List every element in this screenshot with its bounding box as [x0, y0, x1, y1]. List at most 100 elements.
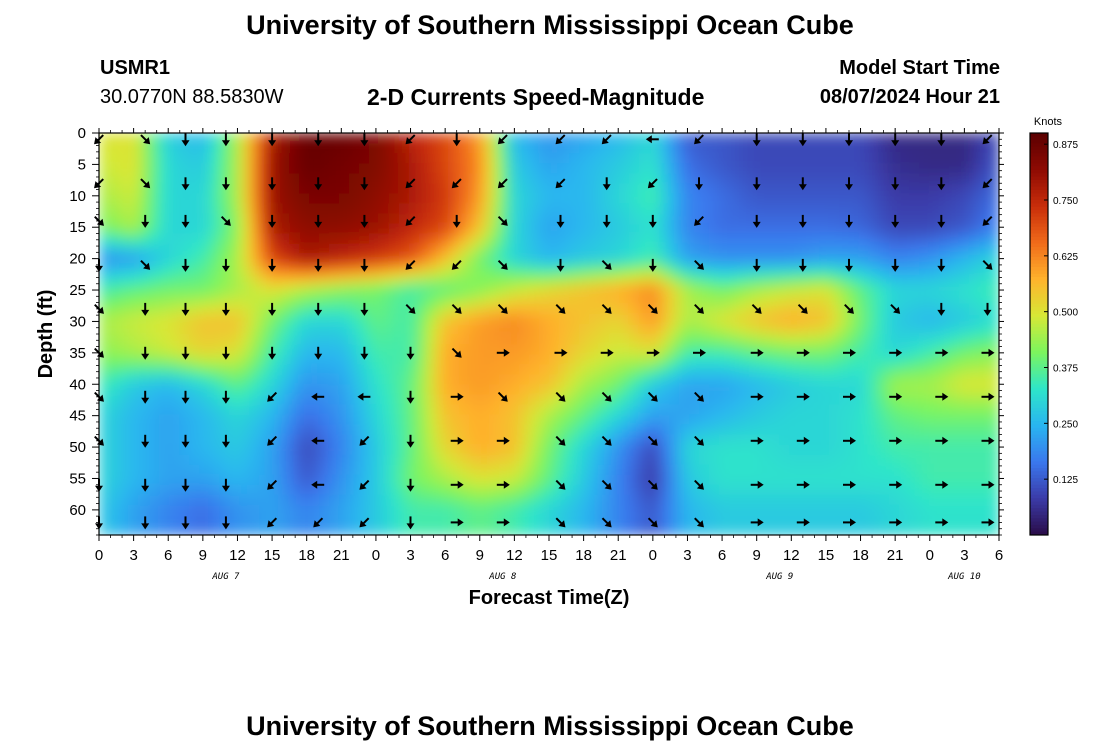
- heatmap-cell: [479, 364, 490, 375]
- heatmap-cell: [369, 334, 380, 345]
- heatmap-cell: [739, 464, 750, 476]
- heatmap-cell: [349, 203, 360, 214]
- heatmap-cell: [699, 283, 710, 295]
- heatmap-cell: [669, 454, 680, 466]
- heatmap-cell: [869, 334, 880, 345]
- heatmap-cell: [199, 193, 210, 204]
- heatmap-cell: [959, 253, 970, 265]
- colorbar-label: 0.875: [1053, 140, 1078, 151]
- heatmap-cell: [229, 484, 240, 496]
- heatmap-cell: [689, 243, 700, 255]
- heatmap-cell: [609, 354, 620, 365]
- heatmap-cell: [339, 313, 350, 325]
- current-arrow: [796, 518, 810, 527]
- heatmap-cell: [669, 334, 680, 345]
- heatmap-cell: [529, 494, 540, 506]
- heatmap-cell: [269, 474, 280, 486]
- heatmap-cell: [449, 213, 460, 225]
- heatmap-cell: [579, 313, 590, 325]
- heatmap-cell: [669, 374, 680, 385]
- heatmap-cell: [859, 484, 870, 496]
- heatmap-cell: [929, 504, 940, 516]
- heatmap-cell: [169, 474, 180, 486]
- heatmap-cell: [629, 484, 640, 496]
- heatmap-cell: [749, 213, 760, 225]
- heatmap-cell: [839, 173, 850, 184]
- current-arrow: [694, 134, 704, 145]
- heatmap-cell: [719, 524, 730, 535]
- heatmap-cell: [619, 273, 630, 285]
- heatmap-cell: [329, 223, 340, 235]
- heatmap-cell: [429, 494, 440, 506]
- heatmap-cell: [699, 223, 710, 235]
- heatmap-cell: [659, 464, 670, 476]
- current-arrow: [798, 133, 807, 147]
- heatmap-cell: [99, 414, 110, 426]
- heatmap-cell: [979, 344, 990, 355]
- x-tick-label: 18: [298, 547, 315, 564]
- current-arrow: [141, 478, 150, 492]
- heatmap-cell: [359, 163, 370, 174]
- heatmap-cell: [709, 253, 720, 265]
- heatmap-cell: [109, 424, 120, 436]
- heatmap-cell: [329, 133, 340, 144]
- heatmap-cell: [939, 504, 950, 516]
- heatmap-cell: [599, 404, 610, 415]
- heatmap-cell: [839, 163, 850, 174]
- heatmap-cell: [369, 183, 380, 194]
- heatmap-cell: [279, 394, 290, 405]
- heatmap-cell: [309, 283, 320, 295]
- heatmap-cell: [849, 484, 860, 496]
- heatmap-cell: [839, 504, 850, 516]
- heatmap-cell: [459, 173, 470, 184]
- current-arrow: [314, 133, 323, 147]
- heatmap-cell: [939, 303, 950, 315]
- heatmap-cell: [319, 394, 330, 405]
- heatmap-cell: [739, 434, 750, 446]
- heatmap-cell: [989, 223, 999, 235]
- heatmap-cell: [339, 414, 350, 426]
- heatmap-cell: [199, 344, 210, 355]
- colorbar-segment: [1030, 223, 1048, 228]
- current-arrow: [497, 134, 508, 145]
- heatmap-cell: [599, 494, 610, 506]
- heatmap-cell: [139, 313, 150, 325]
- heatmap-cell: [619, 153, 630, 164]
- heatmap-cell: [579, 133, 590, 144]
- heatmap-cell: [509, 414, 520, 426]
- heatmap-cell: [419, 283, 430, 295]
- heatmap-cell: [749, 364, 760, 375]
- heatmap-cell: [759, 153, 770, 164]
- heatmap-cell: [989, 494, 999, 506]
- heatmap-cell: [749, 344, 760, 355]
- heatmap-cell: [669, 323, 680, 335]
- colorbar-segment: [1030, 357, 1048, 362]
- heatmap-cell: [169, 444, 180, 456]
- heatmap-cell: [299, 514, 310, 526]
- heatmap-cell: [909, 263, 920, 275]
- heatmap-cell: [719, 494, 730, 506]
- heatmap-cell: [639, 424, 650, 436]
- colorbar-segment: [1030, 504, 1048, 509]
- heatmap-cell: [789, 163, 800, 174]
- heatmap-cell: [259, 524, 270, 535]
- heatmap-cell: [299, 394, 310, 405]
- heatmap-cell: [219, 444, 230, 456]
- heatmap-cell: [759, 223, 770, 235]
- heatmap-cell: [129, 504, 140, 516]
- current-arrow: [141, 516, 150, 530]
- heatmap-cell: [519, 484, 530, 496]
- heatmap-cell: [779, 213, 790, 225]
- heatmap-cell: [979, 293, 990, 305]
- heatmap-cell: [769, 253, 780, 265]
- heatmap-cell: [879, 394, 890, 405]
- heatmap-cell: [879, 464, 890, 476]
- heatmap-cell: [989, 233, 999, 245]
- heatmap-cell: [879, 323, 890, 335]
- heatmap-cell: [839, 293, 850, 305]
- heatmap-cell: [909, 484, 920, 496]
- x-tick-label: 0: [95, 547, 103, 564]
- current-arrow: [647, 391, 658, 402]
- heatmap-cell: [849, 133, 860, 144]
- heatmap-cell: [759, 424, 770, 436]
